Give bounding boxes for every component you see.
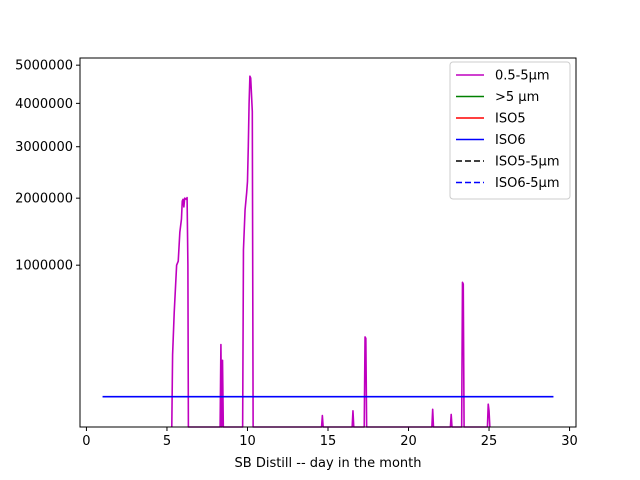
y-tick-label: 1000000 (15, 259, 73, 274)
series-line-0 (170, 75, 491, 428)
x-axis-ticks: 0 5 10 15 20 25 30 (82, 427, 578, 449)
plot-area-series (102, 75, 554, 428)
x-tick-label: 20 (400, 434, 417, 449)
legend-label-0: 0.5-5µm (495, 69, 550, 84)
plot-frame (79, 57, 577, 428)
x-axis-label: SB Distill -- day in the month (235, 456, 422, 471)
x-tick-label: 0 (82, 434, 90, 449)
legend-label-5: ISO6-5µm (495, 176, 560, 191)
legend: 0.5-5µm >5 µm ISO5 ISO6 ISO5-5µm ISO6-5µm (449, 61, 571, 200)
y-axis-ticks: 1000000 2000000 3000000 4000000 5000000 (15, 59, 80, 274)
y-tick-label: 5000000 (15, 59, 73, 74)
y-tick-label: 2000000 (15, 192, 73, 207)
y-tick-label: 3000000 (15, 140, 73, 155)
x-tick-label: 5 (163, 434, 171, 449)
y-tick-label: 4000000 (15, 97, 73, 112)
x-tick-label: 25 (481, 434, 498, 449)
legend-label-2: ISO5 (495, 112, 526, 127)
legend-label-4: ISO5-5µm (495, 155, 560, 170)
x-tick-label: 30 (561, 434, 578, 449)
legend-label-1: >5 µm (495, 90, 539, 105)
x-tick-label: 10 (239, 434, 256, 449)
legend-label-3: ISO6 (495, 133, 526, 148)
x-tick-label: 15 (320, 434, 337, 449)
